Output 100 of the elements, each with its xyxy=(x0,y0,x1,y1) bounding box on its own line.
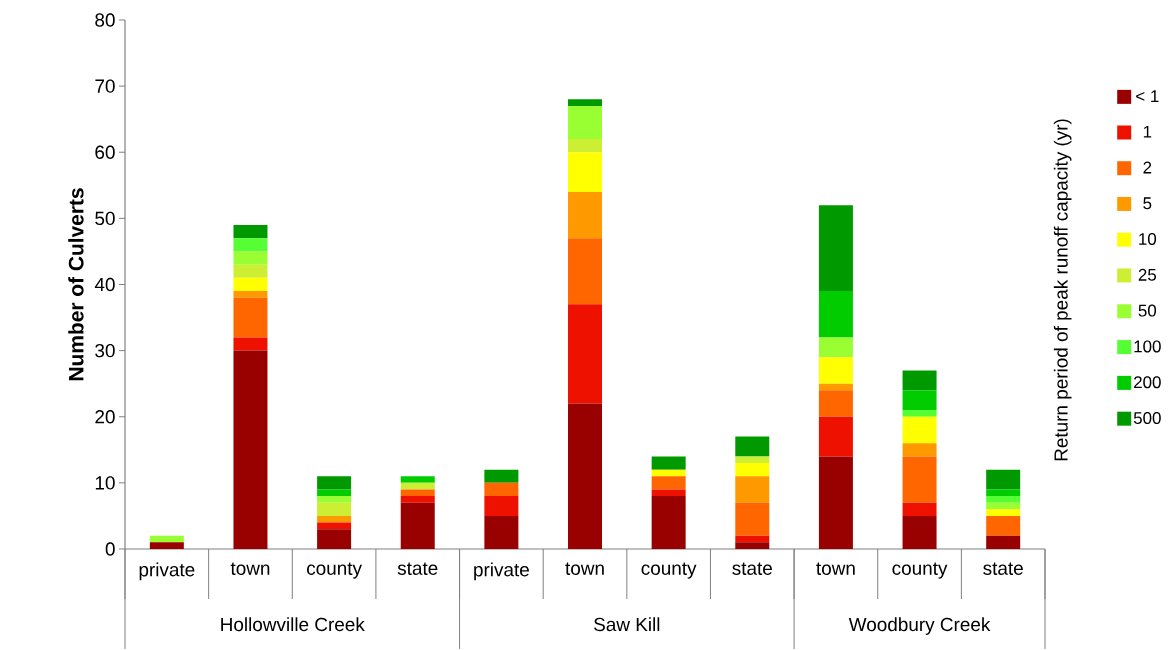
y-axis-title: Number of Culverts xyxy=(68,188,84,381)
bar xyxy=(233,291,268,298)
bar xyxy=(568,105,603,140)
y-tick-label: 70 xyxy=(95,79,115,93)
bar xyxy=(484,469,519,483)
bar xyxy=(233,277,268,292)
y-tick-label: 40 xyxy=(94,277,115,292)
x-tick-label: state xyxy=(732,562,772,575)
bar xyxy=(735,535,770,543)
text: Woodbury Creek xyxy=(848,617,991,635)
bar xyxy=(233,251,268,265)
bar xyxy=(735,476,770,503)
bar xyxy=(317,489,352,497)
bar xyxy=(233,264,268,278)
bar xyxy=(651,469,686,477)
bar xyxy=(986,502,1021,510)
x-tick-label: town xyxy=(816,562,855,575)
bar xyxy=(233,350,268,549)
bar xyxy=(317,502,352,516)
legend-label: 5 xyxy=(1143,197,1152,210)
bar xyxy=(986,535,1021,549)
y-tick-label: 50 xyxy=(95,211,115,226)
bar xyxy=(818,337,853,358)
legend-label: 25 xyxy=(1138,268,1157,281)
y-tick-label: 10 xyxy=(95,476,115,490)
bar xyxy=(568,238,603,305)
bar xyxy=(735,502,770,536)
y-tick-label: 80 xyxy=(95,13,115,27)
bar xyxy=(317,515,352,523)
bar xyxy=(902,515,937,549)
legend-label: 50 xyxy=(1138,304,1157,317)
bar xyxy=(735,436,770,457)
bar xyxy=(986,469,1021,490)
bar xyxy=(902,390,937,411)
x-tick-label: private xyxy=(139,562,195,581)
bar xyxy=(735,463,770,477)
bar xyxy=(986,489,1021,497)
x-tick-label: county xyxy=(641,562,697,579)
x-tick-label: town xyxy=(230,562,270,575)
x-tick-label: state xyxy=(397,562,438,575)
bar xyxy=(902,456,937,503)
bar xyxy=(735,542,770,549)
legend-label: 1 xyxy=(1143,125,1152,138)
bar xyxy=(986,496,1021,503)
bar xyxy=(651,456,686,470)
bar xyxy=(818,390,853,417)
bar xyxy=(818,456,853,549)
bar xyxy=(735,456,770,464)
bar xyxy=(818,383,853,391)
bar xyxy=(317,476,352,490)
bar xyxy=(651,496,686,549)
bar xyxy=(568,99,603,106)
bar xyxy=(233,224,268,239)
bar xyxy=(484,482,519,497)
text: Hollowville Creek xyxy=(221,617,365,632)
y-tick-label: 20 xyxy=(95,410,115,424)
bar xyxy=(149,535,184,543)
bar xyxy=(233,238,268,252)
y-tick-label: 60 xyxy=(95,145,115,159)
x-tick-label: county xyxy=(892,562,948,579)
bar xyxy=(902,502,937,516)
bar xyxy=(568,139,603,153)
legend-title: Return period of peak runoff capacity (yr) xyxy=(1053,119,1072,461)
legend-label: 500 xyxy=(1133,412,1161,425)
bar xyxy=(233,297,268,338)
bar xyxy=(400,496,435,503)
bar xyxy=(568,152,603,192)
x-tick-label: county xyxy=(307,562,362,579)
y-tick-label: 0 xyxy=(105,542,115,556)
bar xyxy=(233,337,268,351)
x-tick-label: town xyxy=(565,562,604,575)
x-tick-label: state xyxy=(983,562,1023,575)
bar xyxy=(818,416,853,457)
legend-label: < 1 xyxy=(1136,90,1159,102)
bar xyxy=(818,205,853,292)
bar xyxy=(400,502,435,549)
bar xyxy=(902,416,937,444)
x-tick-label: private xyxy=(474,562,529,581)
bar xyxy=(651,476,686,490)
bar xyxy=(902,410,937,417)
bar xyxy=(400,476,435,483)
bar xyxy=(400,482,435,490)
bar xyxy=(568,403,603,549)
bar xyxy=(484,496,519,516)
bar xyxy=(818,291,853,338)
bar xyxy=(568,191,603,239)
bar xyxy=(818,357,853,384)
legend-label: 200 xyxy=(1134,376,1161,389)
text: Saw Kill xyxy=(594,617,660,632)
bar xyxy=(568,304,603,404)
bar xyxy=(317,496,352,503)
bar xyxy=(651,489,686,497)
legend-label: 10 xyxy=(1139,233,1157,245)
bar xyxy=(317,522,352,530)
legend-label: 2 xyxy=(1143,161,1152,174)
bar xyxy=(149,542,184,549)
legend-label: 100 xyxy=(1134,340,1161,353)
bar xyxy=(986,509,1021,516)
bar xyxy=(400,489,435,497)
bar xyxy=(986,515,1021,536)
